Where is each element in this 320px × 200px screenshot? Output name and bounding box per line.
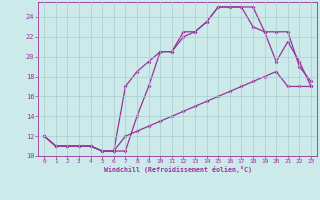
X-axis label: Windchill (Refroidissement éolien,°C): Windchill (Refroidissement éolien,°C) — [104, 166, 252, 173]
